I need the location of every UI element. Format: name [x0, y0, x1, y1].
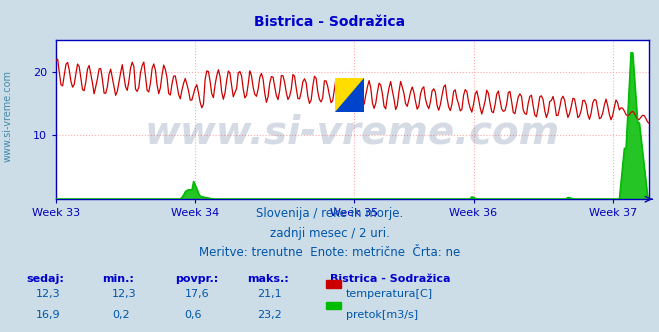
Text: temperatura[C]: temperatura[C]	[346, 289, 433, 299]
Text: pretok[m3/s]: pretok[m3/s]	[346, 310, 418, 320]
Text: zadnji mesec / 2 uri.: zadnji mesec / 2 uri.	[270, 227, 389, 240]
Text: 21,1: 21,1	[257, 289, 281, 299]
Text: 23,2: 23,2	[257, 310, 282, 320]
Text: sedaj:: sedaj:	[26, 274, 64, 284]
Text: Bistrica - Sodražica: Bistrica - Sodražica	[330, 274, 450, 284]
Text: Meritve: trenutne  Enote: metrične  Črta: ne: Meritve: trenutne Enote: metrične Črta: …	[199, 246, 460, 259]
Text: maks.:: maks.:	[247, 274, 289, 284]
Text: 12,3: 12,3	[36, 289, 61, 299]
Text: 17,6: 17,6	[185, 289, 209, 299]
Text: 12,3: 12,3	[112, 289, 136, 299]
Text: www.si-vreme.com: www.si-vreme.com	[145, 113, 560, 151]
Text: 0,2: 0,2	[112, 310, 130, 320]
Text: min.:: min.:	[102, 274, 134, 284]
Polygon shape	[335, 78, 364, 112]
Text: povpr.:: povpr.:	[175, 274, 218, 284]
Text: Bistrica - Sodražica: Bistrica - Sodražica	[254, 15, 405, 29]
Text: 0,6: 0,6	[185, 310, 202, 320]
Text: www.si-vreme.com: www.si-vreme.com	[3, 70, 13, 162]
Polygon shape	[335, 78, 364, 112]
Text: 16,9: 16,9	[36, 310, 61, 320]
Text: Slovenija / reke in morje.: Slovenija / reke in morje.	[256, 208, 403, 220]
